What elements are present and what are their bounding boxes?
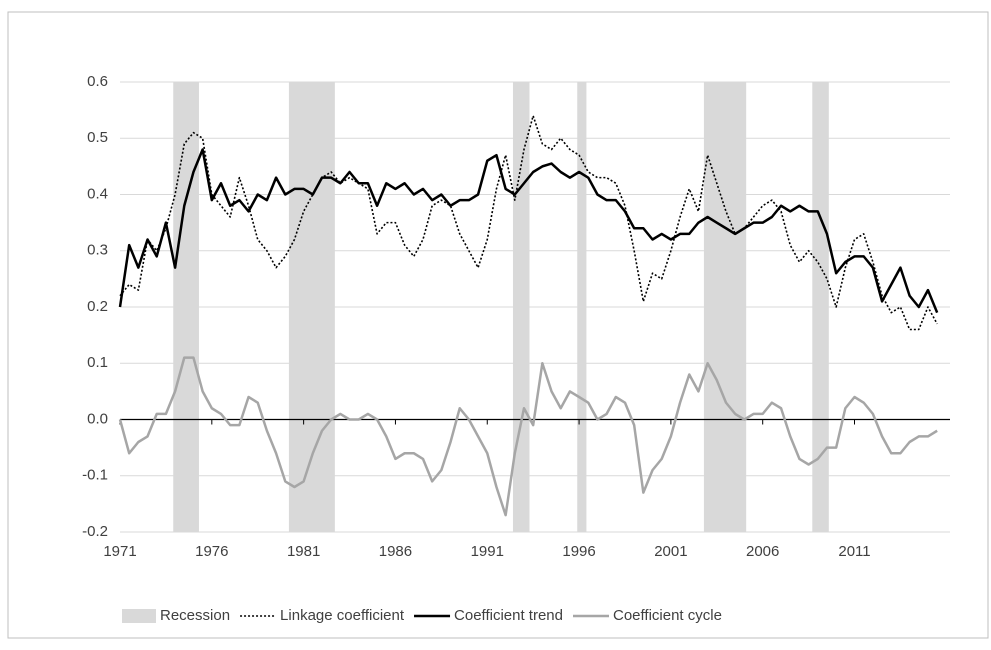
y-tick-label: -0.1 <box>82 467 108 484</box>
x-tick-label: 2001 <box>654 543 687 560</box>
x-tick-label: 2006 <box>746 543 779 560</box>
x-tick-label: 1996 <box>562 543 595 560</box>
y-tick-label: 0.5 <box>87 129 108 146</box>
legend-label: Coefficient trend <box>454 607 563 624</box>
x-tick-label: 1986 <box>379 543 412 560</box>
y-tick-label: 0.1 <box>87 354 108 371</box>
legend-label: Linkage coefficient <box>280 607 405 624</box>
y-tick-label: 0.4 <box>87 185 108 202</box>
x-tick-label: 1971 <box>103 543 136 560</box>
x-tick-label: 1991 <box>471 543 504 560</box>
series-line <box>118 148 939 314</box>
legend-label: Coefficient cycle <box>613 607 722 624</box>
x-tick-label: 1976 <box>195 543 228 560</box>
legend-label: Recession <box>160 607 230 624</box>
x-tick-label: 2011 <box>838 543 870 560</box>
x-tick-label: 1981 <box>287 543 320 560</box>
y-tick-label: 0.6 <box>87 73 108 90</box>
y-tick-label: -0.2 <box>82 523 108 540</box>
y-tick-label: 0.2 <box>87 298 108 315</box>
y-tick-label: 0.3 <box>87 242 108 259</box>
series-line <box>119 114 938 331</box>
y-tick-label: 0.0 <box>87 410 108 427</box>
legend-swatch <box>122 609 156 623</box>
series-line <box>118 356 938 517</box>
